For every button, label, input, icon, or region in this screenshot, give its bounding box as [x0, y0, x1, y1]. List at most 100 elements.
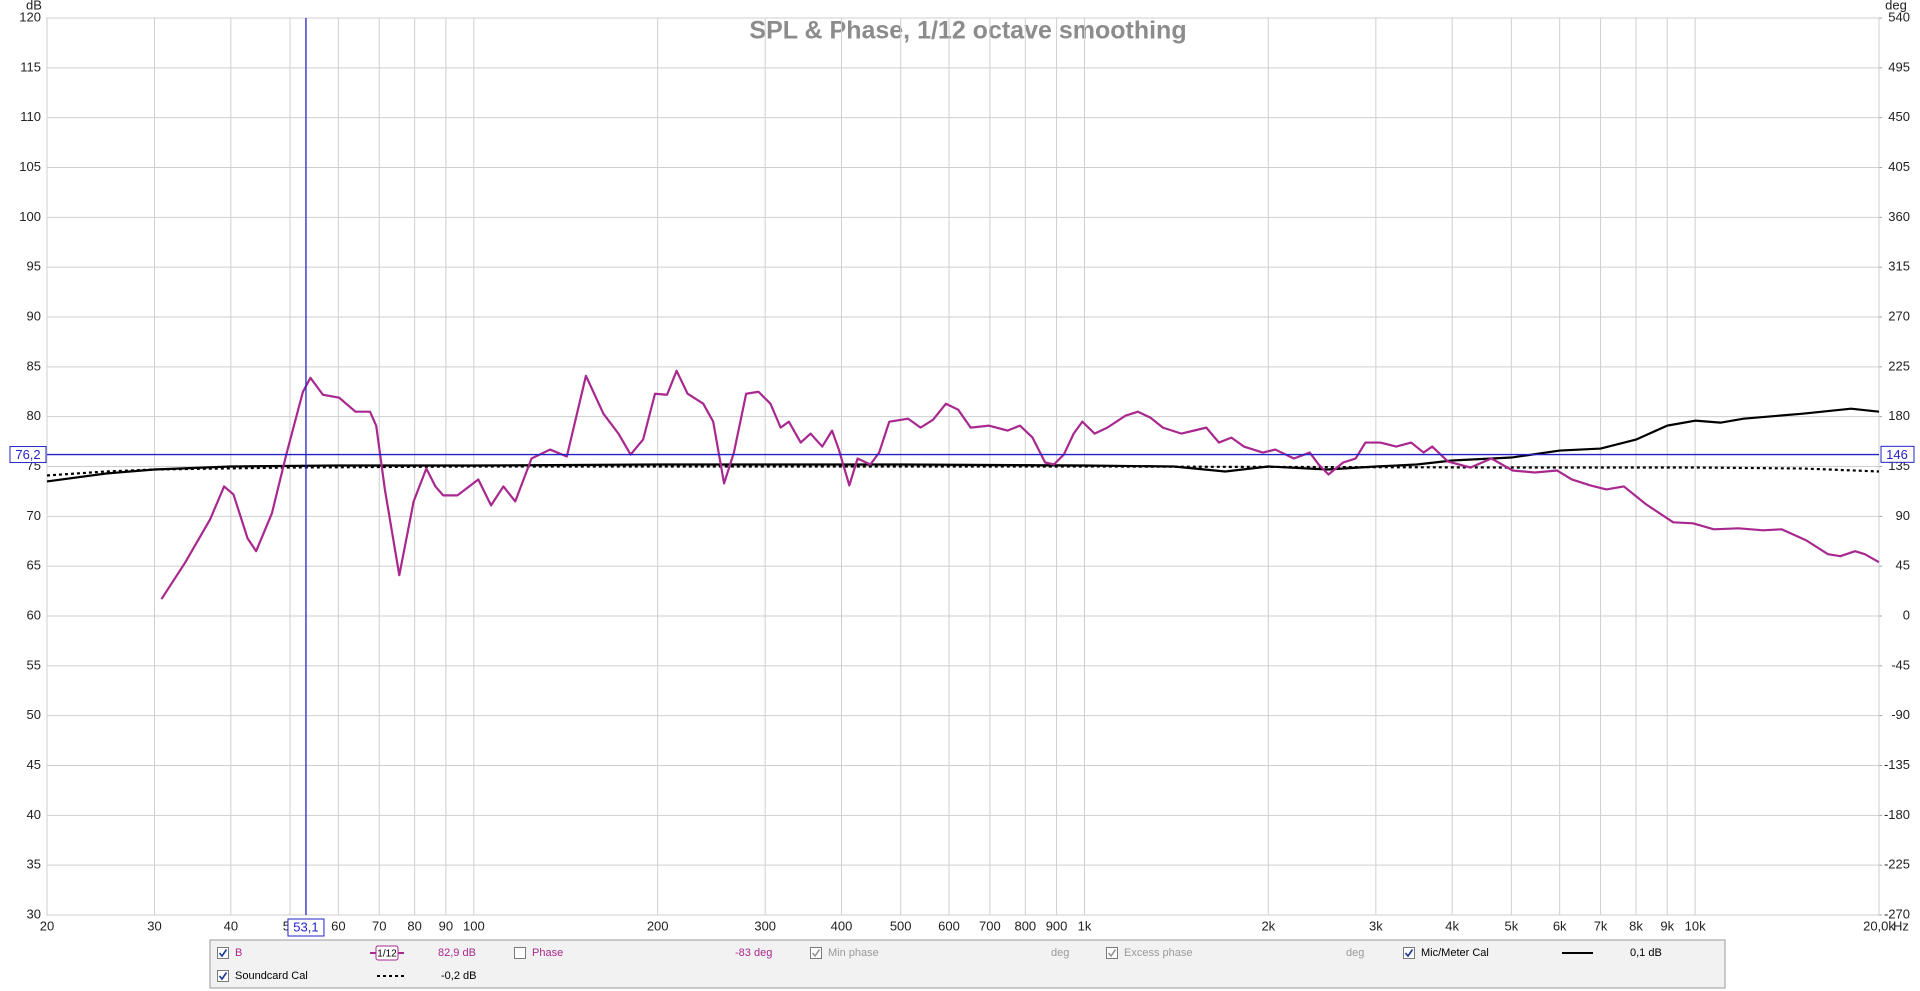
x-axis-label: Hz [1893, 918, 1909, 933]
cursor-y2-label: 146 [1886, 447, 1908, 462]
x-tick-label: 500 [890, 918, 912, 933]
y-tick-label: 85 [27, 358, 41, 373]
legend-readout: 82,9 dB [438, 947, 476, 959]
x-tick-label: 200 [647, 918, 669, 933]
legend-check [218, 949, 228, 958]
y2-tick-label: -45 [1891, 657, 1910, 672]
legend-checkbox[interactable] [217, 947, 229, 959]
y2-tick-label: 540 [1888, 9, 1910, 24]
cursor-y2-box [1880, 445, 1915, 463]
y2-tick-label: 450 [1888, 109, 1910, 124]
legend-smoothing: 1/12 [377, 949, 397, 960]
cursor-y-box [9, 446, 47, 464]
legend-checkbox[interactable] [514, 947, 526, 959]
y-tick-label: 40 [27, 807, 41, 822]
y2-tick-label: -90 [1891, 707, 1910, 722]
x-tick-label: 800 [1014, 918, 1036, 933]
series-line [46, 465, 1880, 477]
legend-readout: deg [1346, 947, 1364, 959]
x-tick-label: 8k [1629, 918, 1643, 933]
y-tick-label: 55 [27, 657, 41, 672]
y2-tick-label: 405 [1888, 159, 1910, 174]
legend-label: Mic/Meter Cal [1421, 947, 1489, 959]
x-tick-label: 20 [40, 918, 54, 933]
x-tick-label: 300 [754, 918, 776, 933]
x-tick-label: 600 [938, 918, 960, 933]
y2-tick-label: 225 [1888, 358, 1910, 373]
y-tick-label: 70 [27, 508, 41, 523]
y-tick-label: 95 [27, 259, 41, 274]
legend-check [811, 949, 821, 958]
x-tick-label: 700 [979, 918, 1001, 933]
y-tick-label: 110 [20, 109, 41, 124]
y2-tick-label: 90 [1896, 508, 1910, 523]
y-tick-label: 60 [27, 607, 41, 622]
legend-checkbox[interactable] [217, 970, 229, 982]
legend-label: Min phase [828, 947, 879, 959]
cursor-x-box [287, 918, 325, 937]
y-tick-label: 45 [27, 757, 41, 772]
x-tick-label: 5k [1504, 918, 1518, 933]
y-tick-label: 100 [19, 209, 41, 224]
series-line [160, 369, 1880, 600]
legend-smoothing-box[interactable] [375, 945, 399, 961]
y2-tick-label: -225 [1884, 857, 1910, 872]
cursor-x-label: 53,1 [293, 919, 318, 934]
x-tick-label: 1k [1078, 918, 1092, 933]
y-tick-label: 30 [27, 906, 41, 921]
x-tick-label: 900 [1046, 918, 1068, 933]
x-tick-label: 400 [831, 918, 853, 933]
x-tick-label: 100 [463, 918, 485, 933]
x-tick-label: 60 [331, 918, 345, 933]
legend-checkbox[interactable] [1106, 947, 1118, 959]
y-tick-label: 115 [20, 59, 41, 74]
legend-readout: -0,2 dB [441, 970, 476, 982]
x-tick-label: 40 [224, 918, 238, 933]
y-tick-label: 35 [27, 857, 41, 872]
y2-tick-label: 360 [1888, 209, 1910, 224]
x-tick-label: 80 [407, 918, 421, 933]
legend-checkbox[interactable] [1403, 947, 1415, 959]
legend-check [1107, 949, 1117, 958]
y2-tick-label: 270 [1888, 308, 1910, 323]
y-axis-label: dB [26, 0, 42, 12]
legend-panel [209, 939, 1726, 989]
legend-readout: -83 deg [735, 947, 772, 959]
x-tick-label: 9k [1660, 918, 1674, 933]
y-tick-label: 120 [19, 9, 41, 24]
x-tick-label: 4k [1445, 918, 1459, 933]
y2-tick-label: 0 [1903, 607, 1910, 622]
legend-label: Excess phase [1124, 947, 1192, 959]
legend-check [1404, 949, 1414, 958]
cursor-y-label: 76,2 [15, 447, 40, 462]
chart-title: SPL & Phase, 1/12 octave smoothing [749, 17, 1186, 45]
y2-tick-label: -180 [1884, 807, 1910, 822]
y2-tick-label: -135 [1884, 757, 1910, 772]
legend-readout: deg [1051, 947, 1069, 959]
x-tick-label: 90 [439, 918, 453, 933]
x-tick-label: 2k [1261, 918, 1275, 933]
x-tick-label: 3k [1369, 918, 1383, 933]
legend-checkbox[interactable] [810, 947, 822, 959]
legend-label: B [235, 947, 242, 959]
legend-check [218, 972, 228, 981]
y2-tick-label: 315 [1888, 259, 1910, 274]
series-line [46, 407, 1880, 483]
y-tick-label: 105 [19, 159, 41, 174]
y2-tick-label: 180 [1888, 408, 1910, 423]
y2-tick-label: 45 [1896, 558, 1910, 573]
x-tick-label: 20,0k [1863, 918, 1895, 933]
y2-axis-label: deg [1885, 0, 1907, 12]
legend-readout: 0,1 dB [1630, 947, 1662, 959]
y-tick-label: 65 [27, 558, 41, 573]
legend-label: Phase [532, 947, 563, 959]
x-tick-label: 7k [1594, 918, 1608, 933]
y2-tick-label: -270 [1884, 906, 1910, 921]
x-tick-label: 30 [147, 918, 161, 933]
legend-label: Soundcard Cal [235, 970, 308, 982]
y2-tick-label: 495 [1888, 59, 1910, 74]
x-tick-label: 6k [1553, 918, 1567, 933]
x-tick-label: 70 [372, 918, 386, 933]
y-tick-label: 90 [27, 308, 41, 323]
